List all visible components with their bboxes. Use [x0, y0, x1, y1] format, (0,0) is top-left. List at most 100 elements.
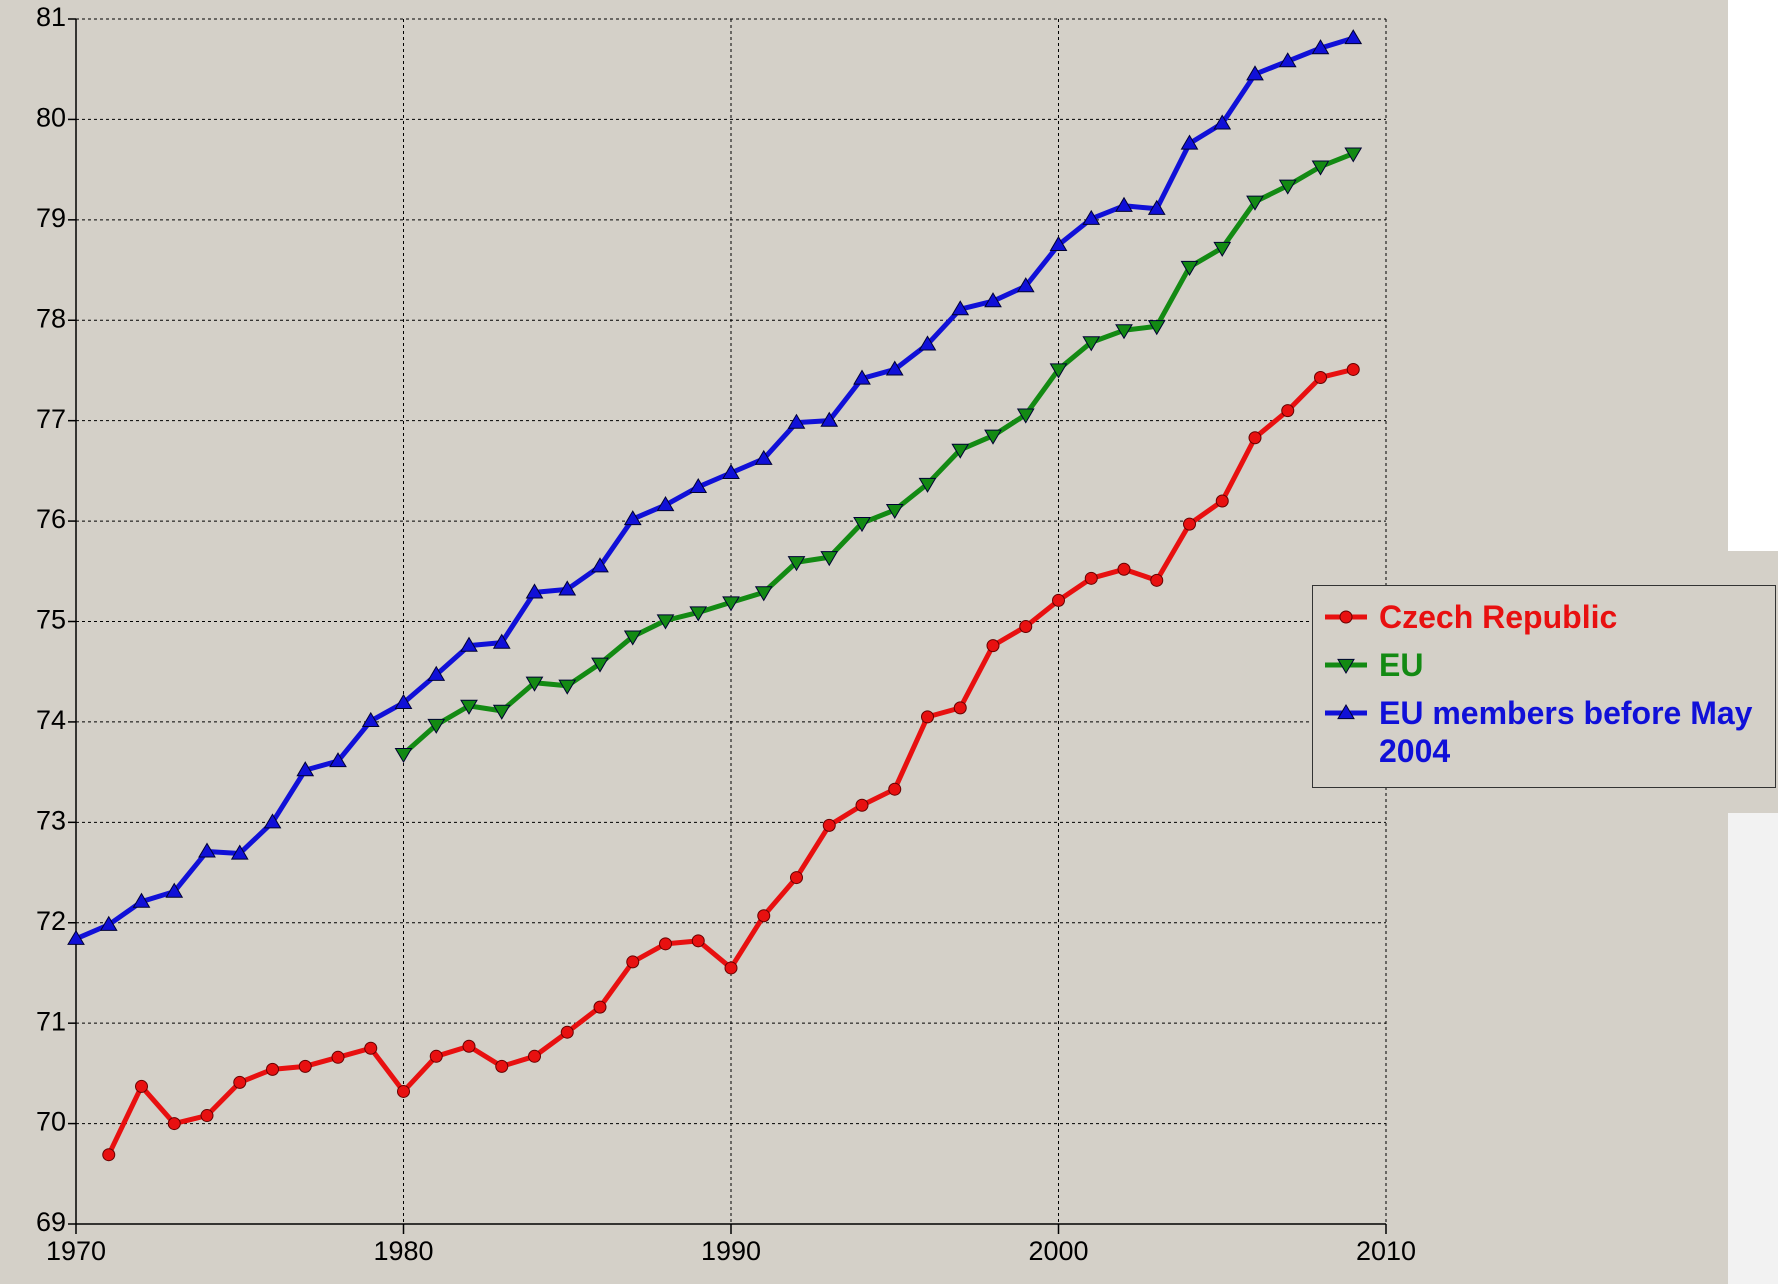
x-tick-label: 2000	[1028, 1236, 1088, 1266]
legend-swatch	[1325, 610, 1367, 624]
marker	[885, 360, 904, 376]
legend-item: EU members before May 2004	[1323, 694, 1765, 770]
marker	[984, 292, 1002, 308]
marker	[528, 1049, 541, 1063]
marker	[1311, 160, 1330, 176]
marker	[1278, 52, 1297, 68]
marker	[1344, 29, 1363, 45]
marker	[822, 818, 836, 832]
marker	[525, 583, 544, 599]
marker	[1049, 235, 1068, 252]
marker	[691, 934, 705, 948]
marker	[331, 1050, 345, 1064]
marker	[757, 909, 771, 923]
y-tick-label: 73	[36, 805, 66, 835]
marker	[689, 477, 708, 494]
marker	[951, 300, 970, 316]
marker	[1115, 196, 1133, 212]
marker	[102, 1148, 116, 1162]
marker	[1016, 277, 1035, 293]
marker	[1278, 179, 1297, 195]
marker	[1180, 260, 1199, 277]
y-tick-label: 78	[36, 303, 66, 333]
marker	[558, 580, 577, 596]
legend-label: EU members before May 2004	[1379, 695, 1753, 769]
marker	[1052, 593, 1065, 607]
marker	[1183, 517, 1196, 531]
marker	[492, 633, 511, 649]
marker	[230, 844, 249, 860]
marker	[1337, 658, 1355, 674]
legend-label: Czech Republic	[1379, 599, 1618, 635]
marker	[361, 711, 380, 728]
marker	[462, 1039, 476, 1053]
y-tick-label: 81	[36, 2, 66, 32]
marker	[754, 586, 773, 602]
x-tick-label: 2010	[1356, 1236, 1416, 1266]
marker	[656, 614, 675, 630]
y-tick-label: 74	[36, 705, 66, 735]
marker	[1082, 209, 1101, 225]
legend-swatch	[1325, 658, 1367, 674]
marker	[1281, 404, 1295, 418]
marker	[953, 701, 967, 715]
marker	[165, 882, 184, 898]
marker	[921, 710, 934, 724]
marker	[1019, 620, 1033, 634]
legend-item: Czech Republic	[1323, 598, 1765, 636]
marker	[135, 1079, 148, 1093]
y-tick-label: 77	[36, 404, 66, 434]
marker	[853, 369, 871, 385]
series-line	[75, 35, 1354, 942]
marker	[1248, 431, 1262, 445]
x-tick-label: 1970	[46, 1236, 106, 1266]
marker	[1117, 562, 1131, 576]
legend-swatch	[1325, 704, 1367, 720]
marker	[1213, 114, 1232, 130]
marker	[427, 718, 446, 734]
marker	[427, 665, 446, 681]
marker	[460, 636, 478, 652]
y-tick-label: 75	[36, 605, 66, 635]
marker	[394, 747, 413, 764]
marker	[263, 813, 282, 829]
y-tick-label: 70	[36, 1107, 66, 1137]
marker	[394, 693, 413, 709]
marker	[1215, 494, 1229, 508]
marker	[593, 1000, 607, 1014]
marker	[1082, 336, 1101, 352]
marker	[689, 606, 708, 622]
marker	[722, 596, 740, 612]
marker	[1346, 362, 1360, 376]
marker	[67, 929, 85, 945]
marker	[591, 657, 609, 673]
marker	[560, 1025, 574, 1039]
marker	[591, 557, 609, 573]
marker	[1314, 370, 1327, 384]
marker	[885, 503, 904, 520]
marker	[364, 1041, 378, 1055]
marker	[626, 955, 640, 969]
marker	[659, 937, 672, 951]
marker	[623, 510, 642, 526]
marker	[200, 1109, 214, 1123]
side-strip	[1728, 0, 1778, 551]
marker	[298, 1059, 312, 1073]
marker	[984, 429, 1002, 445]
marker	[296, 761, 315, 777]
marker	[853, 516, 871, 533]
y-tick-label: 79	[36, 203, 66, 233]
y-tick-label: 69	[36, 1207, 66, 1237]
marker	[918, 477, 937, 493]
marker	[820, 551, 839, 567]
marker	[656, 496, 675, 512]
x-tick-label: 1990	[701, 1236, 761, 1266]
marker	[787, 556, 806, 572]
marker	[724, 961, 738, 975]
marker	[1084, 571, 1098, 585]
marker	[623, 630, 642, 646]
y-tick-label: 80	[36, 103, 66, 133]
series-line	[401, 151, 1355, 756]
